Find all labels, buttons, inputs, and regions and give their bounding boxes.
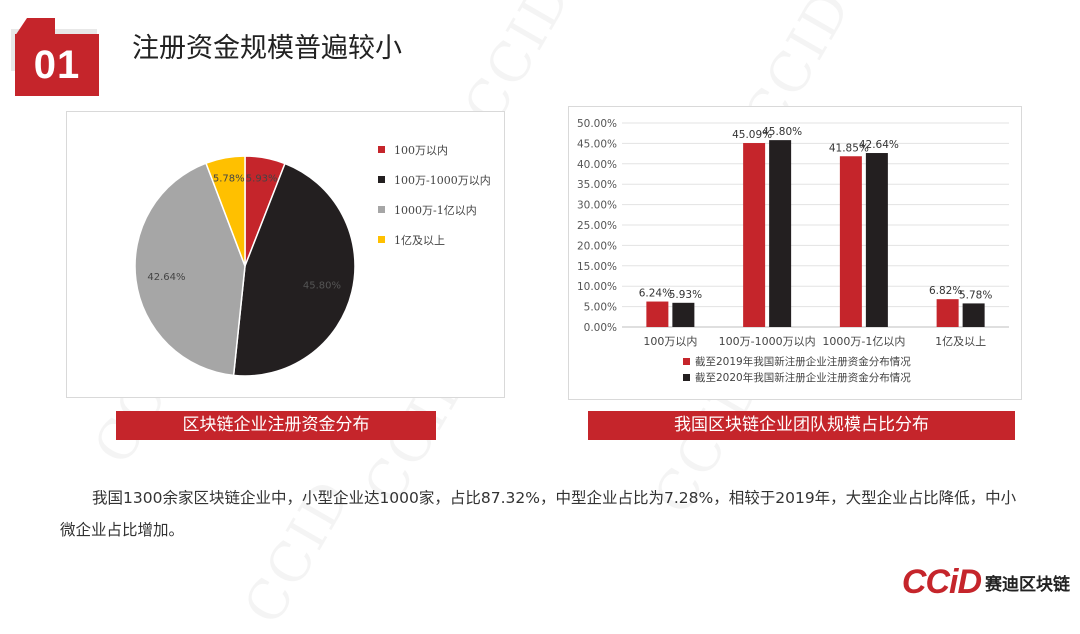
bar-0-1 xyxy=(743,143,766,327)
bar-data-label-1-2: 42.64% xyxy=(859,139,899,151)
pie-slice-3 xyxy=(205,155,246,267)
section-badge xyxy=(15,34,99,96)
bar-1-0 xyxy=(672,302,695,327)
pie-data-label-2: 42.64% xyxy=(147,272,185,283)
x-tick-label: 100万以内 xyxy=(643,334,697,348)
legend-label: 100万以内 xyxy=(394,144,448,157)
pie-legend-item-3: 1亿及以上 xyxy=(378,232,445,248)
x-tick-label: 100万-1000万以内 xyxy=(719,334,816,348)
y-tick-label: 30.00% xyxy=(577,200,617,212)
section-number: 01 xyxy=(33,43,81,87)
logo-mark: CCiD xyxy=(901,562,982,601)
legend-swatch xyxy=(378,176,385,183)
pie-slice-2 xyxy=(134,162,246,377)
bar-chart-caption: 我国区块链企业团队规模占比分布 xyxy=(588,411,1015,440)
bar-chart: 0.00% 5.00% 10.00% 15.00% 20.00% 25.00% 30.00%… xyxy=(577,118,1009,384)
y-tick-label: 40.00% xyxy=(577,159,617,171)
y-tick-label: 25.00% xyxy=(577,220,617,232)
y-tick-label: 35.00% xyxy=(577,179,617,191)
bar-data-label-0-3: 6.82% xyxy=(929,285,962,297)
logo-text: 赛迪区块链 xyxy=(985,574,1070,595)
pie-chart-panel: 5.93% 45.80% 42.64% 5.78% 100万以内 100万-1000万以… xyxy=(66,111,505,398)
bar-1-2 xyxy=(865,153,888,327)
bar-1-3 xyxy=(962,303,985,327)
bar-data-label-1-3: 5.78% xyxy=(959,289,992,301)
bar-data-label-1-1: 45.80% xyxy=(762,126,802,138)
y-tick-label: 0.00% xyxy=(584,322,617,334)
x-tick-label: 1000万-1亿以内 xyxy=(822,334,905,348)
bar-legend-label-1: 截至2020年我国新注册企业注册资金分布情况 xyxy=(695,371,911,384)
legend-label: 1000万-1亿以内 xyxy=(394,204,477,217)
pie-legend-item-0: 100万以内 xyxy=(378,142,448,158)
pie-chart: 5.93% 45.80% 42.64% 5.78% xyxy=(134,155,356,377)
legend-label: 1亿及以上 xyxy=(394,234,445,247)
y-tick-label: 10.00% xyxy=(577,281,617,293)
y-tick-label: 15.00% xyxy=(577,261,617,273)
x-tick-label: 1亿及以上 xyxy=(935,335,986,348)
y-tick-label: 45.00% xyxy=(577,138,617,150)
bar-legend-label-0: 截至2019年我国新注册企业注册资金分布情况 xyxy=(695,355,911,368)
legend-swatch xyxy=(378,236,385,243)
bar-legend-swatch-0 xyxy=(683,358,690,365)
bar-0-2 xyxy=(839,156,862,327)
bar-data-label-0-2: 41.85% xyxy=(829,142,869,154)
pie-data-label-3: 5.78% xyxy=(213,173,245,184)
pie-legend-item-1: 100万-1000万以内 xyxy=(378,172,491,188)
y-tick-label: 50.00% xyxy=(577,118,617,130)
pie-data-label-1: 45.80% xyxy=(303,281,341,292)
badge-tab xyxy=(15,18,55,36)
bar-0-0 xyxy=(646,301,669,327)
bar-chart-panel: 0.00% 5.00% 10.00% 15.00% 20.00% 25.00% 30.00%… xyxy=(568,106,1022,400)
summary-paragraph: 我国1300余家区块链企业中，小型企业达1000家，占比87.32%，中型企业占… xyxy=(60,489,1017,539)
pie-data-label-0: 5.93% xyxy=(246,173,278,184)
bar-0-3 xyxy=(936,299,959,327)
bar-data-label-1-0: 5.93% xyxy=(669,289,702,301)
pie-legend-item-2: 1000万-1亿以内 xyxy=(378,202,477,218)
page-title: 注册资金规模普遍较小 xyxy=(132,33,402,64)
ccid-logo: CCiD 赛迪区块链 xyxy=(901,562,1070,601)
pie-slice-1 xyxy=(232,162,356,377)
legend-label: 100万-1000万以内 xyxy=(394,174,491,187)
bar-1-1 xyxy=(769,140,792,327)
pie-chart-caption: 区块链企业注册资金分布 xyxy=(116,411,436,440)
y-tick-label: 20.00% xyxy=(577,240,617,252)
bar-data-label-0-1: 45.09% xyxy=(732,129,772,141)
bar-data-label-0-0: 6.24% xyxy=(639,288,672,300)
legend-swatch xyxy=(378,146,385,153)
legend-swatch xyxy=(378,206,385,213)
bar-legend-swatch-1 xyxy=(683,374,690,381)
y-tick-label: 5.00% xyxy=(584,302,617,314)
